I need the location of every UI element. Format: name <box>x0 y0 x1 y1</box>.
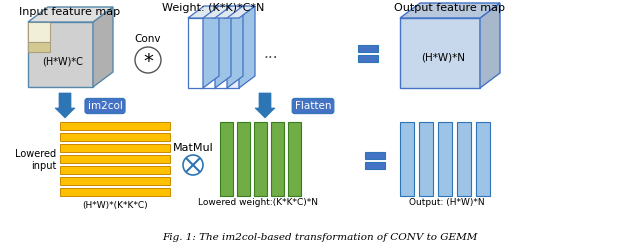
Text: Lowered
input: Lowered input <box>15 149 56 171</box>
Polygon shape <box>239 6 255 88</box>
Polygon shape <box>60 188 170 196</box>
Polygon shape <box>255 93 275 118</box>
Polygon shape <box>419 122 433 196</box>
Polygon shape <box>188 18 203 88</box>
Polygon shape <box>271 122 284 196</box>
Polygon shape <box>212 18 227 88</box>
Polygon shape <box>365 162 385 169</box>
Text: Output feature map: Output feature map <box>394 3 506 13</box>
Polygon shape <box>203 6 219 88</box>
Text: ...: ... <box>263 46 278 60</box>
Polygon shape <box>60 144 170 152</box>
Polygon shape <box>215 6 231 88</box>
Circle shape <box>183 155 203 175</box>
Polygon shape <box>60 122 170 130</box>
Text: *: * <box>143 52 153 70</box>
Polygon shape <box>480 3 500 88</box>
Polygon shape <box>358 45 378 52</box>
Polygon shape <box>200 18 215 88</box>
Text: (H*W)*N: (H*W)*N <box>421 53 465 63</box>
Polygon shape <box>400 122 414 196</box>
Polygon shape <box>60 177 170 185</box>
Text: Input feature map: Input feature map <box>19 7 120 17</box>
Polygon shape <box>438 122 452 196</box>
Text: MatMul: MatMul <box>173 143 213 153</box>
Circle shape <box>135 47 161 73</box>
Polygon shape <box>237 122 250 196</box>
Polygon shape <box>358 55 378 62</box>
Polygon shape <box>188 6 219 18</box>
Polygon shape <box>476 122 490 196</box>
Polygon shape <box>28 22 50 42</box>
Text: Weight: (K*K)*C*N: Weight: (K*K)*C*N <box>162 3 264 13</box>
Text: im2col: im2col <box>88 101 122 111</box>
Polygon shape <box>93 7 113 87</box>
Polygon shape <box>28 7 113 22</box>
Polygon shape <box>28 42 50 52</box>
Text: (H*W)*(K*K*C): (H*W)*(K*K*C) <box>82 201 148 210</box>
Text: (H*W)*C: (H*W)*C <box>43 57 83 67</box>
Polygon shape <box>254 122 267 196</box>
Polygon shape <box>220 122 233 196</box>
Polygon shape <box>60 166 170 174</box>
Polygon shape <box>224 18 239 88</box>
Polygon shape <box>227 6 243 88</box>
Polygon shape <box>60 133 170 141</box>
Polygon shape <box>60 155 170 163</box>
Polygon shape <box>365 152 385 159</box>
Polygon shape <box>28 22 93 87</box>
Polygon shape <box>55 93 75 118</box>
Text: Output: (H*W)*N: Output: (H*W)*N <box>409 198 485 207</box>
Polygon shape <box>212 6 243 18</box>
Polygon shape <box>400 18 480 88</box>
Text: Lowered weight:(K*K*C)*N: Lowered weight:(K*K*C)*N <box>198 198 318 207</box>
Text: Fig. 1: The im2col-based transformation of CONV to GEMM: Fig. 1: The im2col-based transformation … <box>163 233 477 242</box>
Polygon shape <box>224 6 255 18</box>
Text: Conv: Conv <box>135 34 161 44</box>
Polygon shape <box>288 122 301 196</box>
Text: Flatten: Flatten <box>295 101 332 111</box>
Polygon shape <box>457 122 471 196</box>
Polygon shape <box>200 6 231 18</box>
Polygon shape <box>400 3 500 18</box>
